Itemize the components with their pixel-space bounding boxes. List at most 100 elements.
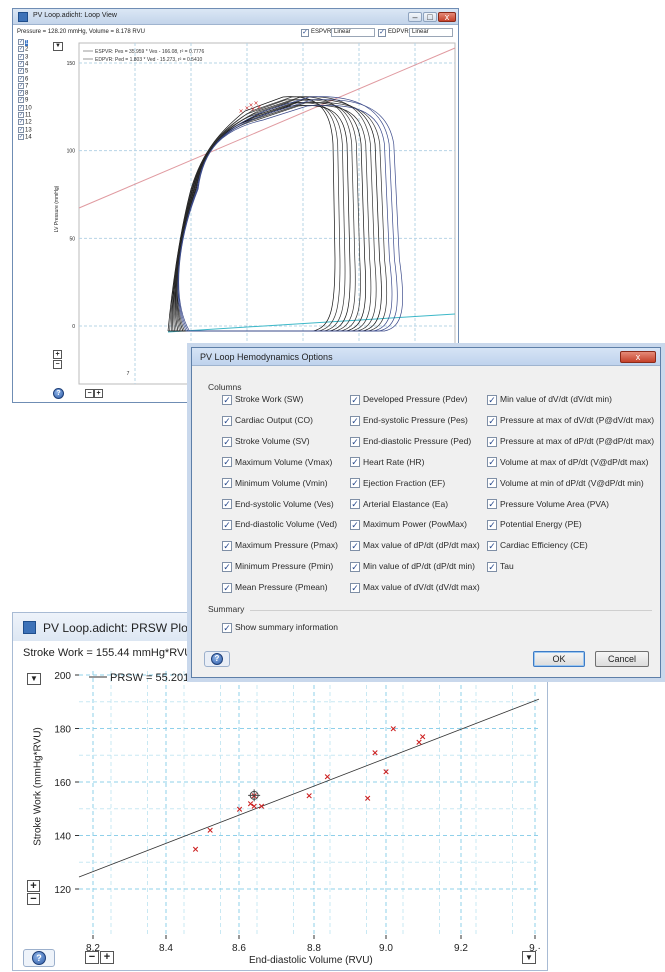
column-option-checkbox[interactable]: ✓ (487, 394, 497, 405)
loop-checkbox[interactable]: ✓ (18, 126, 24, 133)
edpvr-mode-select[interactable]: Linear (409, 28, 453, 37)
column-option[interactable]: ✓ Arterial Elastance (Ea) (350, 499, 448, 510)
cancel-button[interactable]: Cancel (595, 651, 649, 667)
column-option-checkbox[interactable]: ✓ (222, 541, 232, 552)
column-option[interactable]: ✓ Stroke Volume (SV) (222, 436, 310, 447)
loop-checkbox[interactable]: ✓ (18, 112, 24, 118)
column-option-checkbox[interactable]: ✓ (487, 478, 497, 489)
loop-checkbox[interactable]: ✓ (18, 46, 24, 53)
column-option[interactable]: ✓ Developed Pressure (Pdev) (350, 394, 467, 405)
loop-checkbox[interactable]: ✓ (18, 68, 24, 75)
column-option[interactable]: ✓ Mean Pressure (Pmean) (222, 582, 328, 593)
column-option-checkbox[interactable]: ✓ (487, 499, 497, 510)
loop-checkbox[interactable]: ✓ (18, 119, 24, 126)
summary-option[interactable]: ✓ Show summary information (222, 622, 338, 633)
column-option-checkbox[interactable]: ✓ (487, 541, 497, 552)
loop-checkbox[interactable]: ✓ (18, 133, 24, 140)
column-option-checkbox[interactable]: ✓ (222, 582, 232, 593)
loop-list-item[interactable]: ✓ 8 (18, 90, 28, 98)
loop-list-item[interactable]: ✓ 11 (18, 112, 31, 120)
column-option-checkbox[interactable]: ✓ (222, 457, 232, 468)
loop-checkbox[interactable]: ✓ (18, 53, 24, 60)
column-option[interactable]: ✓ Cardiac Output (CO) (222, 415, 313, 426)
column-option[interactable]: ✓ Tau (487, 561, 514, 572)
column-option-checkbox[interactable]: ✓ (350, 499, 360, 510)
column-option-checkbox[interactable]: ✓ (222, 520, 232, 531)
close-icon[interactable]: x (620, 351, 656, 363)
column-option-checkbox[interactable]: ✓ (350, 415, 360, 426)
espvr-checkbox[interactable]: ✓ (301, 29, 309, 37)
loop-checkbox[interactable]: ✓ (18, 104, 24, 111)
loop-list-item[interactable]: ✓ 2 (18, 46, 28, 54)
loop-list-item[interactable]: ✓ 4 (18, 60, 28, 69)
column-option[interactable]: ✓ Potential Energy (PE) (487, 519, 582, 531)
column-option-checkbox[interactable]: ✓ (350, 457, 360, 468)
help-button-frame[interactable]: ? (23, 949, 55, 967)
column-option-checkbox[interactable]: ✓ (487, 520, 497, 531)
loop-zoom-out-button[interactable]: − (53, 360, 62, 369)
column-option-checkbox[interactable]: ✓ (487, 561, 497, 572)
column-option[interactable]: ✓ Min value of dV/dt (dV/dt min) (487, 394, 612, 405)
prsw-pan-right-button[interactable]: + (100, 951, 114, 964)
options-titlebar[interactable]: PV Loop Hemodynamics Options x (192, 348, 660, 366)
column-option-checkbox[interactable]: ✓ (222, 499, 232, 510)
loop-list-item[interactable]: ✓ 6 (18, 75, 28, 84)
column-option[interactable]: ✓ Volume at min of dP/dt (V@dP/dt min) (487, 478, 644, 489)
loop-pan-left-button[interactable]: − (85, 389, 94, 398)
loop-list-item[interactable]: ✓ 10 (18, 104, 32, 113)
loop-list-item[interactable]: ✓ 12 (18, 119, 32, 127)
minimize-button[interactable]: – (408, 12, 422, 22)
loop-list-item[interactable]: ✓ 13 (18, 126, 32, 135)
prsw-help-icon[interactable]: ? (32, 951, 46, 965)
prsw-zoom-out-button[interactable]: − (27, 893, 40, 905)
column-option-checkbox[interactable]: ✓ (487, 415, 497, 426)
prsw-pan-left-button[interactable]: − (85, 951, 99, 964)
column-option-checkbox[interactable]: ✓ (350, 561, 360, 572)
column-option-checkbox[interactable]: ✓ (222, 394, 232, 405)
loop-list-item[interactable]: ✓ 9 (18, 97, 28, 105)
column-option-checkbox[interactable]: ✓ (222, 478, 232, 489)
prsw-x-menu-button[interactable]: ▼ (522, 951, 536, 964)
options-help-icon[interactable]: ? (211, 653, 223, 665)
loop-list-item[interactable]: ✓ 5 (18, 68, 28, 76)
loop-checkbox[interactable]: ✓ (18, 97, 24, 104)
summary-checkbox[interactable]: ✓ (222, 622, 232, 633)
column-option-checkbox[interactable]: ✓ (350, 436, 360, 447)
loop-view-titlebar[interactable]: PV Loop.adicht: Loop View – □ x (13, 9, 458, 25)
column-option[interactable]: ✓ Maximum Power (PowMax) (350, 519, 467, 531)
column-option-checkbox[interactable]: ✓ (487, 457, 497, 468)
column-option[interactable]: ✓ Pressure at max of dV/dt (P@dV/dt max) (487, 415, 654, 426)
maximize-button[interactable]: □ (423, 12, 437, 22)
loop-zoom-in-button[interactable]: + (53, 350, 62, 359)
column-option[interactable]: ✓ Max value of dP/dt (dP/dt max) (350, 540, 480, 552)
column-option[interactable]: ✓ End-diastolic Pressure (Ped) (350, 436, 471, 447)
loop-checkbox[interactable]: ✓ (18, 60, 24, 67)
espvr-mode-select[interactable]: Linear (331, 28, 375, 37)
loop-list-item[interactable]: ✓ 1 (18, 39, 29, 47)
column-option[interactable]: ✓ Pressure Volume Area (PVA) (487, 499, 609, 510)
column-option-checkbox[interactable]: ✓ (350, 478, 360, 489)
loop-help-icon[interactable]: ? (53, 388, 64, 399)
loop-pan-right-button[interactable]: + (94, 389, 103, 398)
loop-checkbox[interactable]: ✓ (18, 39, 24, 45)
loop-menu-button[interactable]: ▼ (53, 42, 63, 51)
loop-checkbox[interactable]: ✓ (18, 82, 24, 89)
column-option[interactable]: ✓ Minimum Pressure (Pmin) (222, 561, 333, 572)
close-icon[interactable]: x (438, 12, 456, 22)
column-option-checkbox[interactable]: ✓ (222, 415, 232, 426)
column-option-checkbox[interactable]: ✓ (487, 436, 497, 447)
column-option-checkbox[interactable]: ✓ (222, 436, 232, 447)
edpvr-checkbox[interactable]: ✓ (378, 29, 386, 37)
column-option[interactable]: ✓ Cardiac Efficiency (CE) (487, 540, 588, 552)
column-option-checkbox[interactable]: ✓ (350, 541, 360, 552)
help-button-frame[interactable]: ? (204, 651, 230, 667)
column-option[interactable]: ✓ End-systolic Volume (Ves) (222, 499, 334, 510)
column-option-checkbox[interactable]: ✓ (350, 520, 360, 531)
column-option[interactable]: ✓ Pressure at max of dP/dt (P@dP/dt max) (487, 436, 654, 447)
column-option-checkbox[interactable]: ✓ (222, 561, 232, 572)
column-option[interactable]: ✓ Ejection Fraction (EF) (350, 478, 445, 489)
loop-checkbox[interactable]: ✓ (18, 75, 24, 82)
loop-checkbox[interactable]: ✓ (18, 90, 24, 97)
column-option[interactable]: ✓ Min value of dP/dt (dP/dt min) (350, 561, 475, 572)
column-option-checkbox[interactable]: ✓ (350, 394, 360, 405)
